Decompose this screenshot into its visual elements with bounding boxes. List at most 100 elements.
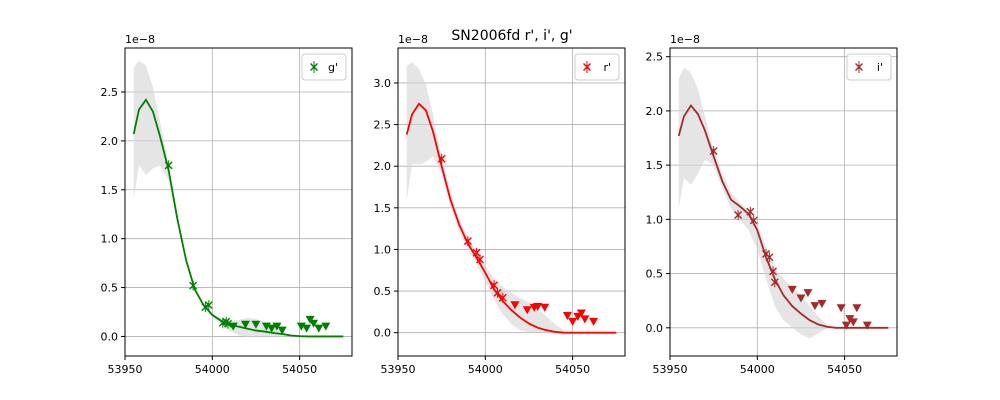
upper-limit-marker xyxy=(852,304,862,313)
confidence-band xyxy=(678,67,828,339)
upper-limit-marker xyxy=(522,306,532,315)
x-stroke xyxy=(770,278,779,287)
x-stroke xyxy=(476,255,485,264)
y-tick-label: 1.5 xyxy=(101,184,119,197)
legend: r' xyxy=(574,53,620,81)
x-stroke xyxy=(224,319,233,328)
upper-limit-marker xyxy=(580,315,590,324)
upper-limit-marker xyxy=(277,326,287,335)
y-tick-label: 2.5 xyxy=(646,51,664,64)
x-tick-label: 53950 xyxy=(381,363,416,376)
y-tick-label: 0.5 xyxy=(374,285,392,298)
model-curve xyxy=(405,102,617,334)
detection-marker xyxy=(189,280,198,291)
x-stroke xyxy=(472,248,481,257)
x-tick-label: 54050 xyxy=(282,363,317,376)
x-tick-label: 54000 xyxy=(195,363,230,376)
legend-x-stroke xyxy=(310,63,318,71)
x-stroke xyxy=(164,161,173,170)
legend-label: r' xyxy=(603,61,611,74)
x-stroke xyxy=(769,267,778,276)
y-offset-label: 1e−8 xyxy=(398,33,428,46)
i-band-panel: 53950 54000 54050 0.0 0.5 1.0 1.5 2.0 2.5 1e−8 i' xyxy=(646,33,898,376)
detection-marker xyxy=(224,318,233,329)
upper-limit-marker xyxy=(510,301,520,310)
confidence-band xyxy=(133,60,291,337)
r-band-panel: 53950 54000 54050 0.0 0.5 1.0 1.5 2.0 2.5 3.0 1e−8… xyxy=(374,33,626,376)
upper-limit-marker xyxy=(576,309,586,318)
detection-marker xyxy=(749,215,758,226)
y-tick-label: 2.0 xyxy=(374,160,392,173)
x-stroke xyxy=(493,288,502,297)
upper-limit-marker xyxy=(836,304,846,313)
detection-marker xyxy=(734,210,743,221)
upper-limit-marker xyxy=(841,321,851,330)
detection-marker xyxy=(498,292,507,303)
y-tick-label: 0.0 xyxy=(101,330,119,343)
detection-marker xyxy=(164,160,173,171)
x-stroke xyxy=(498,293,507,302)
x-tick-label: 54000 xyxy=(468,363,503,376)
upper-limit-marker xyxy=(796,294,806,303)
upper-limit-marker xyxy=(251,320,261,329)
x-stroke xyxy=(734,211,743,220)
detection-marker xyxy=(204,300,213,311)
upper-limit-marker xyxy=(848,318,858,327)
y-tick-label: 2.5 xyxy=(374,119,392,132)
y-tick-label: 0.5 xyxy=(101,282,119,295)
axes-frame xyxy=(669,47,898,357)
y-tick-label: 0.5 xyxy=(646,268,664,281)
upper-limit-marker xyxy=(309,319,319,328)
upper-limit-marker xyxy=(321,322,331,331)
legend-label: g' xyxy=(328,61,338,74)
upper-limit-marker xyxy=(862,321,872,330)
y-tick-label: 2.0 xyxy=(646,105,664,118)
legend-x-stroke xyxy=(583,63,591,71)
figure-title: SN2006fd r', i', g' xyxy=(451,28,572,44)
x-stroke xyxy=(189,281,198,290)
y-tick-label: 2.0 xyxy=(101,135,119,148)
y-tick-label: 1.5 xyxy=(646,159,664,172)
upper-limit-marker xyxy=(272,322,282,331)
legend-label: i' xyxy=(877,61,883,74)
model-curve xyxy=(677,103,889,329)
confidence-band xyxy=(406,62,564,333)
upper-limit-marker xyxy=(589,317,599,326)
x-tick-label: 54050 xyxy=(827,363,862,376)
y-tick-label: 0.0 xyxy=(374,327,392,340)
x-stroke xyxy=(490,281,499,290)
upper-limit-marker xyxy=(540,303,550,312)
upper-limit-marker xyxy=(803,289,813,298)
legend-x-stroke xyxy=(855,63,863,71)
upper-limit-marker xyxy=(568,317,578,326)
detection-marker xyxy=(490,280,499,291)
detection-marker xyxy=(709,146,718,157)
x-tick-label: 54000 xyxy=(740,363,775,376)
legend: i' xyxy=(846,53,892,81)
axes-frame xyxy=(397,47,626,357)
upper-limit-marker xyxy=(314,324,324,333)
detection-marker xyxy=(463,236,472,247)
detection-marker xyxy=(769,266,778,277)
x-stroke xyxy=(765,253,774,262)
y-tick-label: 1.5 xyxy=(374,202,392,215)
upper-limit-marker xyxy=(302,324,312,333)
detection-marker xyxy=(765,252,774,263)
detection-marker xyxy=(476,254,485,265)
y-tick-label: 1.0 xyxy=(374,243,392,256)
detection-marker xyxy=(746,206,755,217)
x-stroke xyxy=(437,154,446,163)
legend-box xyxy=(574,53,620,81)
x-tick-label: 54050 xyxy=(555,363,590,376)
upper-limit-marker xyxy=(267,324,277,333)
y-tick-label: 2.5 xyxy=(101,86,119,99)
detection-marker xyxy=(770,277,779,288)
legend: g' xyxy=(301,53,347,81)
y-offset-label: 1e−8 xyxy=(125,33,155,46)
axes-frame xyxy=(124,47,353,357)
y-tick-label: 1.0 xyxy=(646,213,664,226)
upper-limit-marker xyxy=(817,299,827,308)
legend-box xyxy=(846,53,892,81)
